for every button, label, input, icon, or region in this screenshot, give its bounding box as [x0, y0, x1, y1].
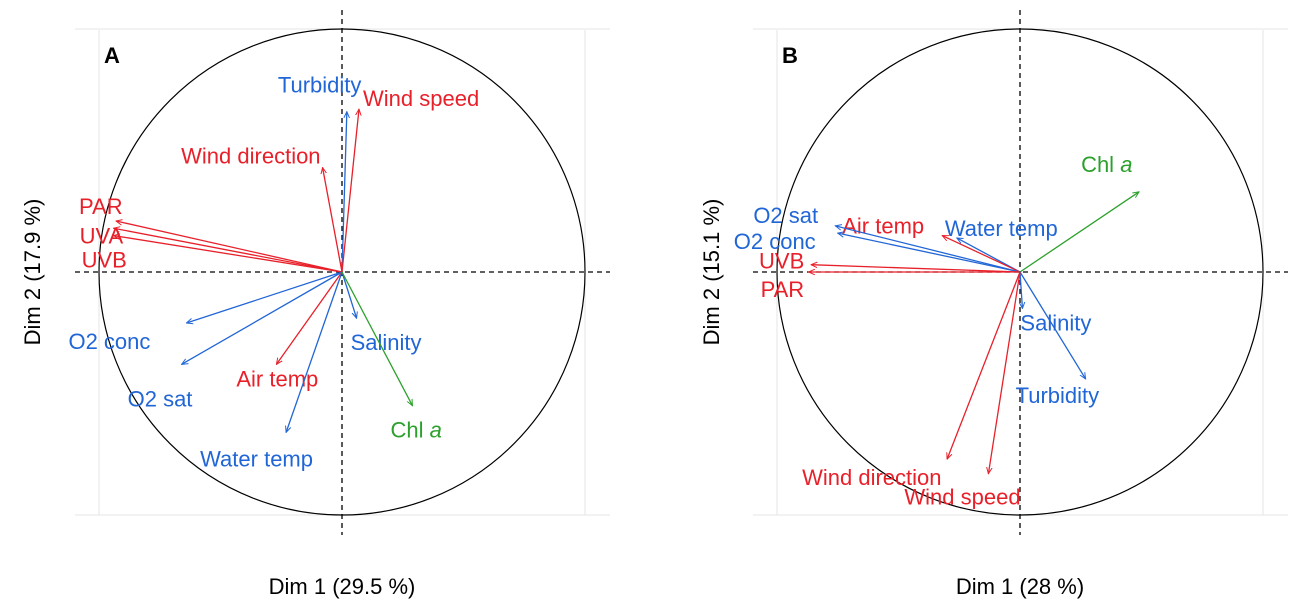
panel-a-label-salinity: Salinity — [351, 330, 422, 355]
panel-a-arrow-uvb — [114, 236, 343, 273]
panel-a-arrow-water-temp — [286, 271, 343, 432]
panel-b-arrow-o2-conc — [838, 233, 1021, 273]
panel-a-label-wind-direction: Wind direction — [181, 144, 320, 169]
panel-b-label-o2-conc: O2 conc — [734, 229, 816, 254]
panel-a-label-turbidity: Turbidity — [278, 73, 362, 98]
panel-b-tag: B — [782, 43, 798, 68]
panel-a-label-wind-speed: Wind speed — [363, 86, 479, 111]
panel-b-arrow-turbidity — [1019, 271, 1086, 379]
panel-a-arrow-salinity — [341, 271, 357, 318]
panel-a-label-uvb: UVB — [82, 248, 127, 273]
panel-a-arrow-uva — [114, 228, 343, 273]
panel-a-tag: A — [104, 43, 120, 68]
panel-b-label-o2-sat: O2 sat — [753, 203, 818, 228]
panel-a-label-par: PAR — [79, 194, 123, 219]
panel-a-arrow-wind-speed — [341, 109, 359, 273]
panel-b-arrow-water-temp — [957, 237, 1021, 273]
panel-a-label-air-temp: Air temp — [236, 366, 318, 391]
panel-b-arrow-uvb — [811, 265, 1021, 273]
panel-b-label-turbidity: Turbidity — [1016, 383, 1100, 408]
panel-b-arrow-wind-speed — [988, 271, 1021, 474]
panel-a-arrow-wind-direction — [323, 168, 343, 273]
panel-b-label-uvb: UVB — [759, 249, 804, 274]
panel-a-arrow-o2-conc — [186, 271, 343, 323]
panel-b-arrow-chl-a — [1019, 192, 1139, 273]
panel-b-x-axis-label: Dim 1 (28 %) — [956, 574, 1084, 599]
panel-b-arrow-o2-sat — [835, 226, 1021, 273]
panel-a-label-o2-conc: O2 conc — [68, 329, 150, 354]
panel-b-arrow-salinity — [1020, 271, 1022, 308]
panel-b-label-wind-speed: Wind speed — [904, 485, 1020, 510]
panel-b-label-chl-a: Chl a — [1081, 152, 1132, 177]
panel-b-label-air-temp: Air temp — [842, 214, 924, 239]
panel-a-label-chl-a: Chl a — [390, 418, 441, 443]
panel-a-x-axis-label: Dim 1 (29.5 %) — [269, 574, 416, 599]
panel-a-arrow-turbidity — [341, 112, 347, 273]
panel-a-arrow-par — [116, 221, 343, 273]
panel-b-y-axis-label: Dim 2 (15.1 %) — [699, 199, 724, 346]
panel-b-arrow-wind-direction — [947, 271, 1021, 459]
panel-a-arrow-o2-sat — [182, 271, 343, 364]
panel-b-label-par: PAR — [761, 277, 805, 302]
panel-a-label-water-temp: Water temp — [200, 446, 313, 471]
panel-a-arrow-chl-a — [341, 271, 414, 406]
panel-b-label-water-temp: Water temp — [945, 216, 1058, 241]
panel-a-y-axis-label: Dim 2 (17.9 %) — [20, 199, 45, 346]
panel-b-label-wind-direction: Wind direction — [802, 465, 941, 490]
panel-a-arrow-air-temp — [276, 271, 343, 364]
panel-a-label-o2-sat: O2 sat — [128, 386, 193, 411]
panel-b-arrow-air-temp — [942, 234, 1021, 273]
